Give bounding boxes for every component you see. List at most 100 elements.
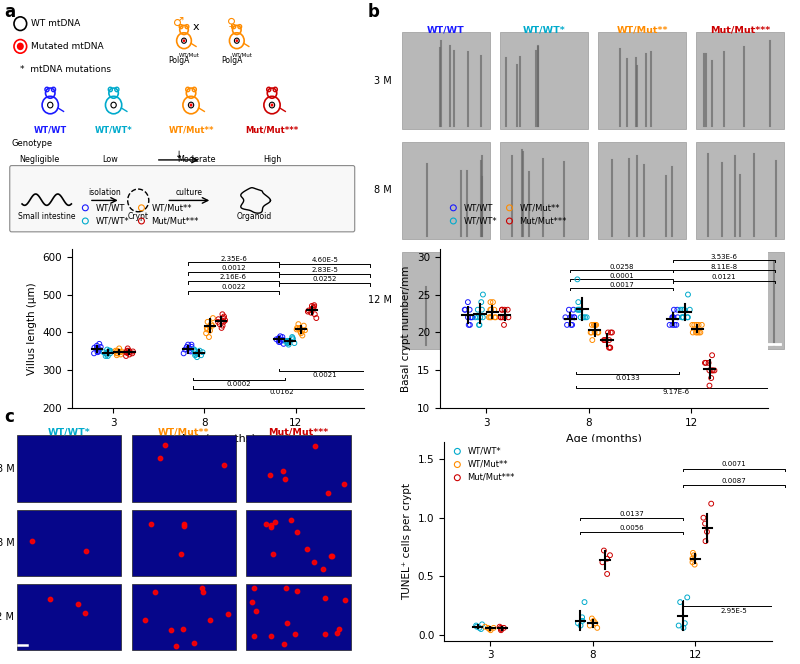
Point bbox=[190, 349, 202, 360]
Point bbox=[307, 301, 320, 312]
Bar bbox=[17, 510, 121, 576]
Text: 0.0001: 0.0001 bbox=[609, 273, 634, 279]
Point bbox=[485, 312, 498, 323]
Point bbox=[486, 297, 499, 307]
Text: 0.0017: 0.0017 bbox=[609, 282, 634, 288]
Point bbox=[488, 312, 501, 323]
Point bbox=[498, 304, 511, 315]
Point bbox=[577, 312, 590, 323]
Point bbox=[578, 597, 591, 608]
Text: 0.0071: 0.0071 bbox=[722, 461, 746, 467]
Text: 2.16E-6: 2.16E-6 bbox=[220, 274, 247, 280]
Point bbox=[123, 349, 136, 360]
X-axis label: Age (months): Age (months) bbox=[180, 434, 256, 444]
Text: Moderate: Moderate bbox=[177, 155, 215, 165]
Text: ♂: ♂ bbox=[173, 16, 184, 29]
Point bbox=[598, 335, 610, 345]
Point bbox=[683, 304, 696, 315]
Point bbox=[330, 627, 343, 638]
Text: Mut/Mut***: Mut/Mut*** bbox=[246, 125, 298, 134]
Point bbox=[101, 344, 114, 355]
Point bbox=[592, 327, 605, 338]
Text: 3 M: 3 M bbox=[374, 76, 392, 86]
Text: isolation: isolation bbox=[89, 189, 121, 197]
Point bbox=[478, 622, 491, 632]
Point bbox=[606, 327, 618, 338]
Point bbox=[122, 345, 135, 356]
Point bbox=[26, 536, 38, 546]
Point bbox=[111, 345, 124, 356]
Circle shape bbox=[190, 104, 193, 107]
Point bbox=[212, 317, 225, 327]
Point bbox=[699, 357, 712, 368]
Point bbox=[602, 335, 615, 345]
Bar bbox=[246, 510, 350, 576]
Bar bbox=[246, 584, 350, 651]
Point bbox=[599, 335, 612, 345]
Point bbox=[586, 613, 598, 623]
Point bbox=[591, 623, 604, 633]
Point bbox=[218, 459, 230, 470]
Point bbox=[91, 347, 104, 357]
Point bbox=[458, 304, 471, 315]
Bar bbox=[500, 142, 588, 239]
Point bbox=[670, 319, 682, 330]
Point bbox=[282, 339, 295, 350]
Point bbox=[286, 333, 299, 343]
Point bbox=[249, 606, 262, 616]
Point bbox=[93, 339, 106, 349]
Legend: WT/WT*, WT/Mut**, Mut/Mut***: WT/WT*, WT/Mut**, Mut/Mut*** bbox=[448, 446, 515, 483]
Point bbox=[203, 615, 216, 625]
Text: WT/Mut: WT/Mut bbox=[232, 52, 253, 57]
Point bbox=[111, 348, 124, 359]
Point bbox=[281, 618, 294, 628]
Point bbox=[218, 311, 230, 322]
Point bbox=[281, 335, 294, 346]
Point bbox=[698, 519, 711, 529]
Text: 4.60E-5: 4.60E-5 bbox=[311, 258, 338, 264]
Point bbox=[286, 334, 299, 345]
Point bbox=[121, 345, 134, 356]
Bar bbox=[131, 510, 236, 576]
Point bbox=[183, 345, 196, 356]
Point bbox=[301, 544, 314, 554]
Point bbox=[274, 335, 287, 346]
Point bbox=[97, 347, 110, 357]
Point bbox=[490, 312, 502, 323]
Point bbox=[212, 314, 225, 325]
Point bbox=[206, 320, 218, 331]
Point bbox=[484, 304, 497, 315]
Point bbox=[475, 297, 488, 307]
Point bbox=[574, 620, 587, 631]
Point bbox=[115, 346, 128, 357]
Bar bbox=[402, 252, 490, 349]
Point bbox=[205, 319, 218, 329]
Point bbox=[338, 478, 350, 489]
Point bbox=[674, 597, 686, 608]
Point bbox=[564, 312, 577, 323]
Point bbox=[699, 536, 712, 546]
Point bbox=[573, 304, 586, 315]
Point bbox=[197, 587, 210, 598]
Point bbox=[302, 305, 315, 316]
Point bbox=[273, 337, 286, 347]
Point bbox=[265, 521, 278, 532]
Point bbox=[482, 312, 495, 323]
Point bbox=[494, 312, 507, 323]
Point bbox=[292, 319, 305, 329]
Point bbox=[561, 319, 574, 330]
Point bbox=[671, 312, 684, 323]
Point bbox=[703, 380, 716, 391]
Point bbox=[144, 519, 157, 529]
X-axis label: Age (months): Age (months) bbox=[566, 434, 642, 444]
Point bbox=[676, 304, 689, 315]
Point bbox=[185, 341, 198, 352]
Point bbox=[247, 630, 260, 641]
Point bbox=[668, 319, 681, 330]
Point bbox=[90, 341, 103, 351]
Point bbox=[217, 317, 230, 327]
Point bbox=[114, 349, 127, 360]
Point bbox=[690, 327, 702, 338]
Point bbox=[290, 324, 303, 335]
Circle shape bbox=[182, 39, 186, 42]
